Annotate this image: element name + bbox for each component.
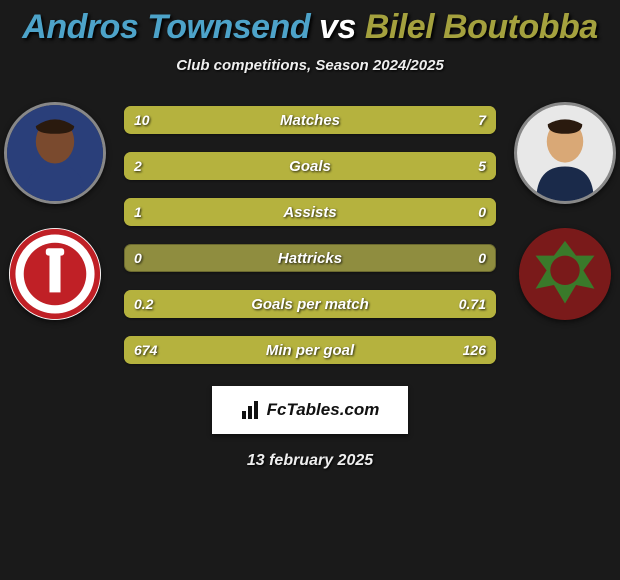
brand-text: FcTables.com <box>267 400 380 420</box>
player2-club-badge <box>519 228 611 320</box>
stat-label: Matches <box>124 106 496 134</box>
chart-icon <box>241 400 261 420</box>
player1-club-badge <box>9 228 101 320</box>
stat-label: Goals <box>124 152 496 180</box>
left-side <box>0 102 110 320</box>
subtitle: Club competitions, Season 2024/2025 <box>0 57 620 74</box>
title-player2: Bilel Boutobba <box>365 8 598 46</box>
stat-row: 107Matches <box>124 106 496 134</box>
stat-row: 10Assists <box>124 198 496 226</box>
player2-avatar <box>514 102 616 204</box>
stat-label: Assists <box>124 198 496 226</box>
player2-club-svg <box>519 228 611 320</box>
player1-avatar <box>4 102 106 204</box>
stat-row: 00Hattricks <box>124 244 496 272</box>
stat-label: Hattricks <box>124 244 496 272</box>
stat-row: 0.20.71Goals per match <box>124 290 496 318</box>
footer-date: 13 february 2025 <box>0 452 620 470</box>
stat-row: 674126Min per goal <box>124 336 496 364</box>
comparison-content: 107Matches 25Goals 10Assists 00Hattricks 0.2… <box>0 102 620 364</box>
player2-avatar-svg <box>517 105 613 201</box>
title-player1: Andros Townsend <box>22 8 310 46</box>
brand-badge: FcTables.com <box>212 386 408 434</box>
stat-label: Goals per match <box>124 290 496 318</box>
right-side <box>510 102 620 320</box>
page-title: Andros Townsend vs Bilel Boutobba <box>0 0 620 47</box>
stat-label: Min per goal <box>124 336 496 364</box>
stat-row: 25Goals <box>124 152 496 180</box>
player1-avatar-svg <box>7 105 103 201</box>
player1-club-svg <box>9 228 101 320</box>
comparison-bars: 107Matches 25Goals 10Assists 00Hattricks 0.2… <box>110 102 510 364</box>
title-vs: vs <box>310 8 365 46</box>
